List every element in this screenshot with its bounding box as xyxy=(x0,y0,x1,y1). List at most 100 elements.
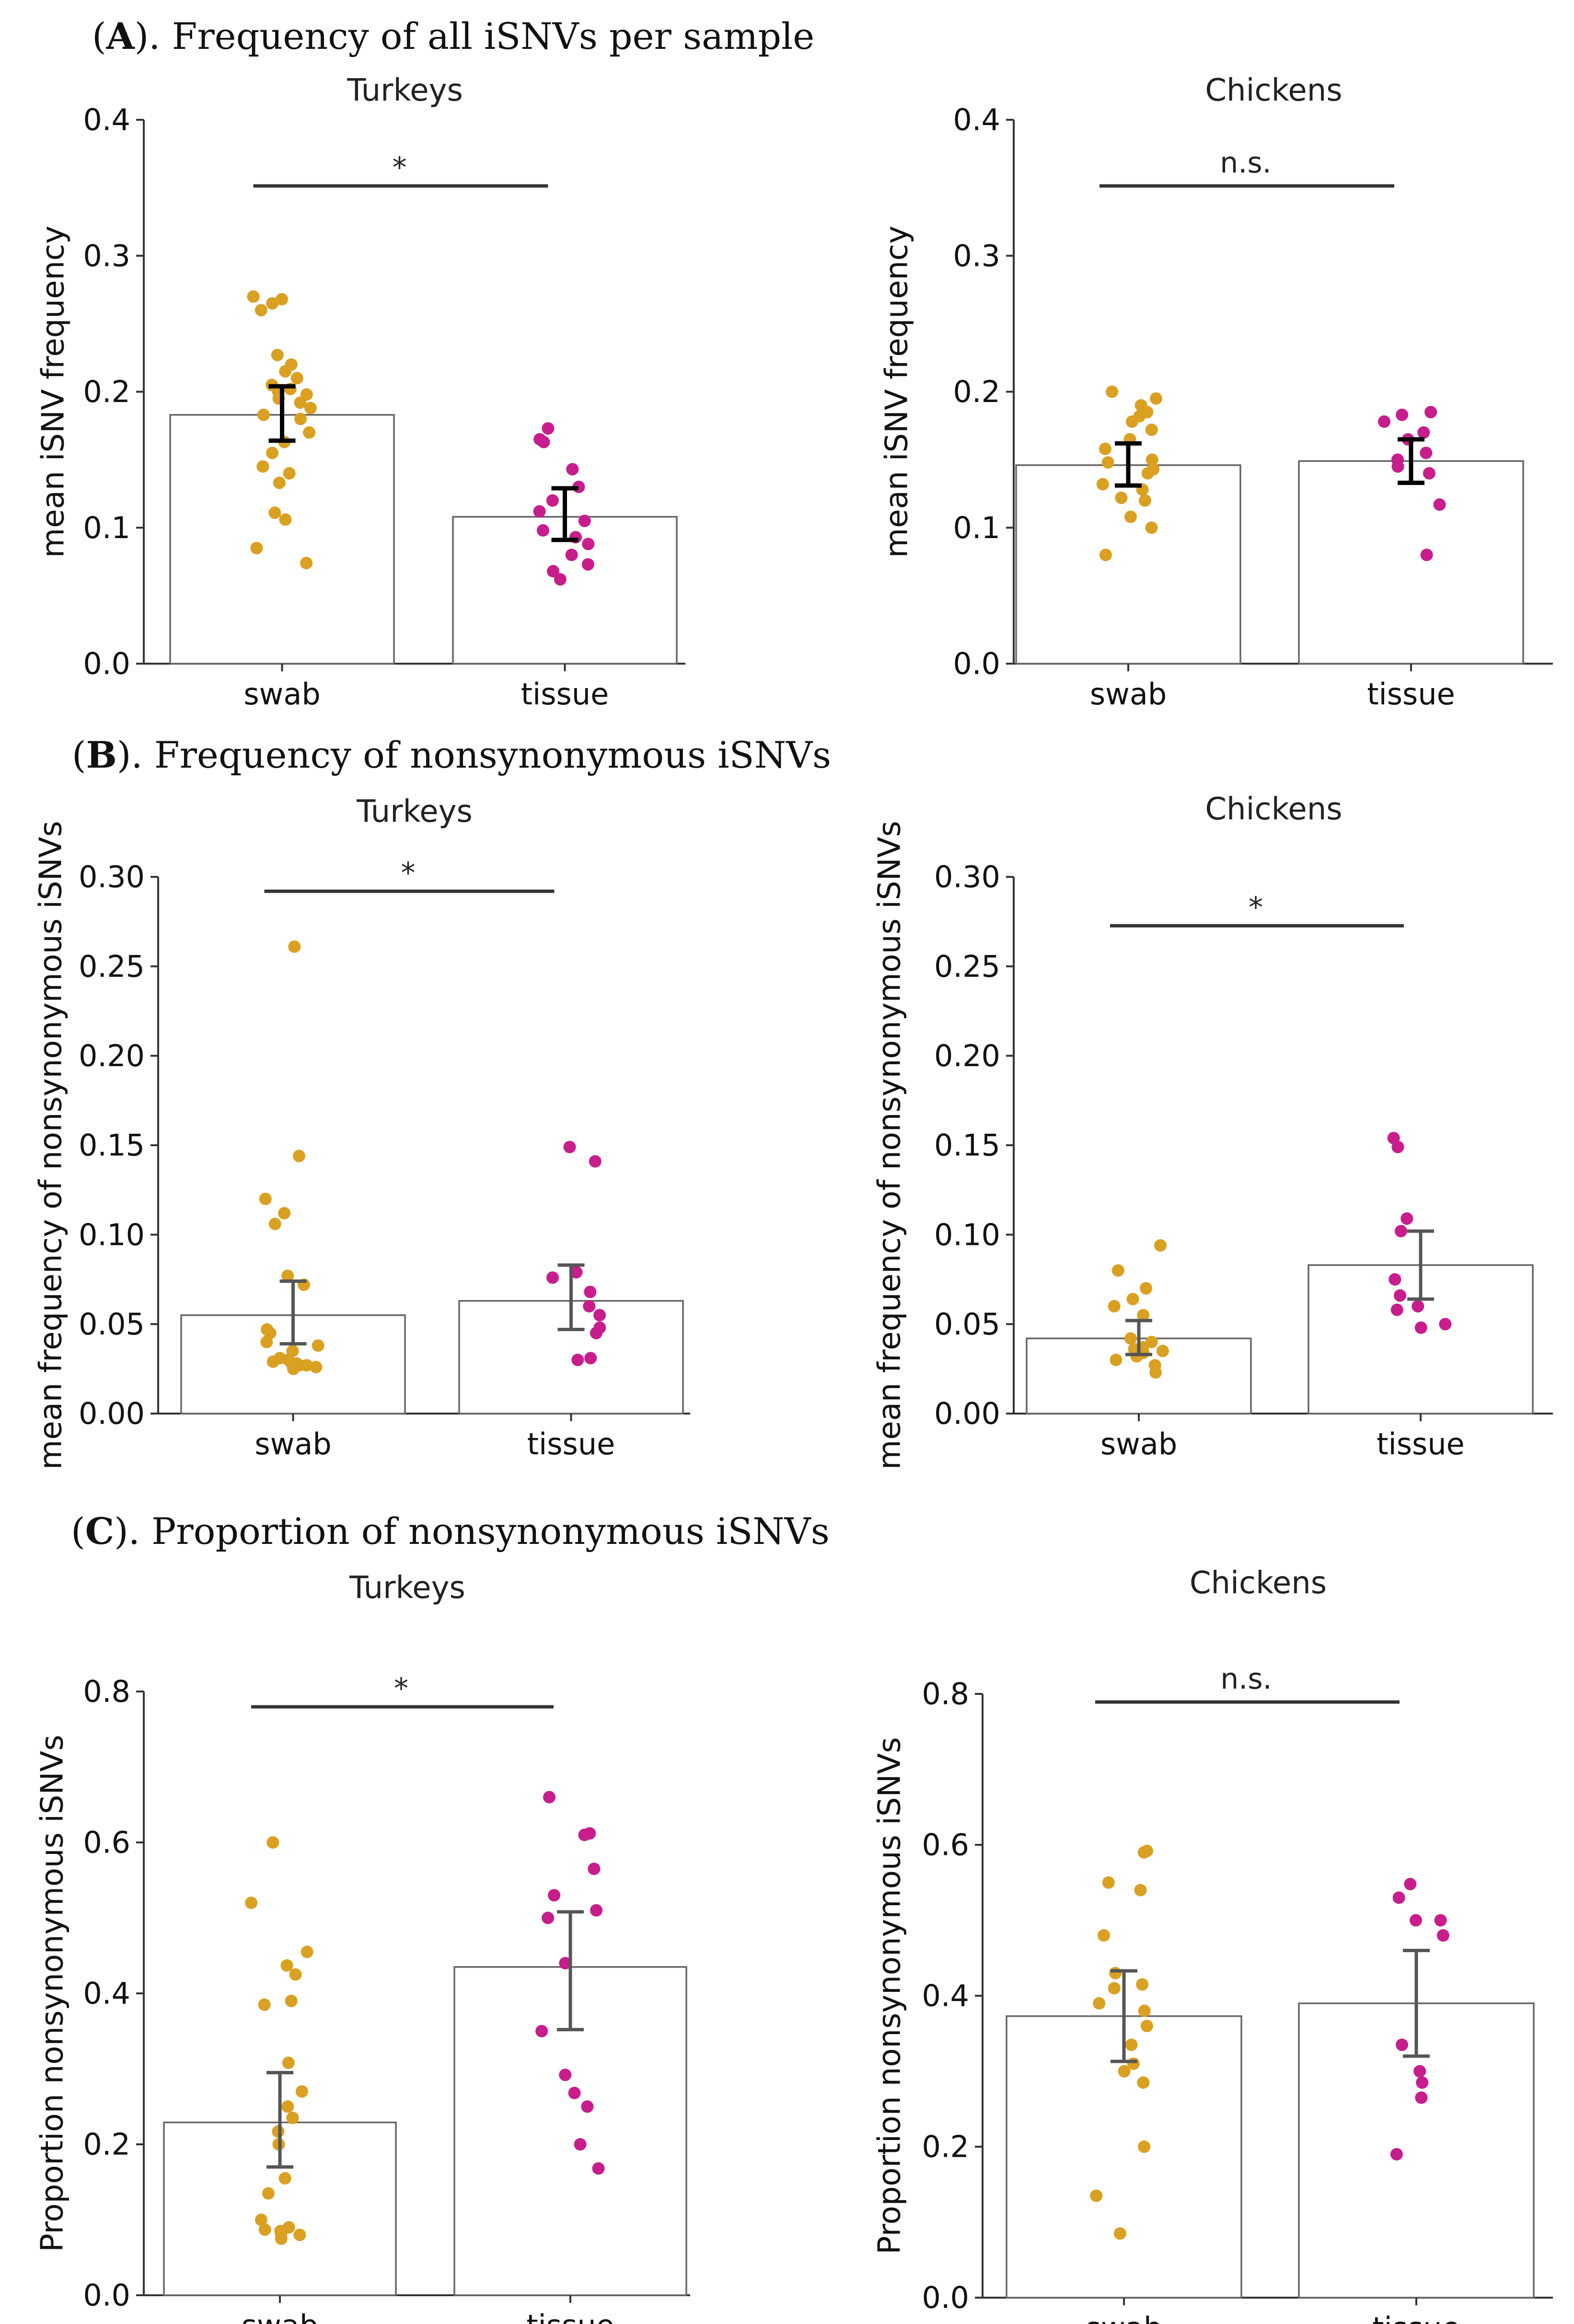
point-swab xyxy=(1101,456,1114,469)
point-tissue xyxy=(584,1286,597,1299)
point-swab xyxy=(292,1150,305,1162)
point-swab xyxy=(268,1218,281,1231)
y-tick-label: 0.10 xyxy=(934,1217,1000,1252)
x-tick-label-swab: swab xyxy=(1100,1427,1177,1461)
point-swab xyxy=(1140,2020,1153,2032)
point-swab xyxy=(295,2085,308,2098)
point-swab xyxy=(289,1968,302,1981)
point-tissue xyxy=(1410,1914,1423,1927)
y-tick-label: 0.15 xyxy=(79,1128,145,1163)
point-tissue xyxy=(1415,2091,1428,2104)
point-swab xyxy=(255,2213,267,2226)
point-swab xyxy=(303,426,316,439)
y-tick-label: 0.00 xyxy=(79,1396,145,1431)
point-swab xyxy=(1106,385,1119,398)
point-swab xyxy=(1137,1309,1150,1322)
point-tissue xyxy=(588,1863,601,1875)
point-swab xyxy=(1110,1354,1123,1366)
point-swab xyxy=(1090,2189,1103,2202)
chart-title: Turkeys xyxy=(356,794,473,829)
point-swab xyxy=(262,2187,275,2200)
point-tissue xyxy=(546,1271,559,1284)
y-tick-label: 0.8 xyxy=(922,1677,969,1712)
point-tissue xyxy=(571,1354,584,1366)
y-tick-label: 0.00 xyxy=(934,1396,1000,1431)
point-tissue xyxy=(1417,426,1430,439)
chart-a-chickens: Chickens mean iSNV frequency 0.0 0.1 0.2 0.3 0… xyxy=(879,73,1553,712)
point-tissue xyxy=(1423,467,1435,480)
point-swab xyxy=(278,1207,291,1220)
point-tissue xyxy=(583,1300,596,1312)
point-swab xyxy=(1140,1282,1153,1295)
point-swab xyxy=(1147,463,1160,476)
point-swab xyxy=(1124,1332,1137,1345)
y-axis-label: mean iSNV frequency xyxy=(879,226,914,558)
point-swab xyxy=(247,290,260,303)
x-tick-label-tissue: tissue xyxy=(1372,2311,1460,2324)
point-tissue xyxy=(1416,2076,1429,2089)
point-tissue xyxy=(1414,1321,1427,1334)
point-tissue xyxy=(568,2086,581,2099)
y-tick-label: 0.4 xyxy=(83,103,130,138)
y-tick-label: 0.1 xyxy=(83,510,130,545)
point-swab xyxy=(1141,1844,1154,1857)
point-tissue xyxy=(559,2069,572,2082)
point-swab xyxy=(281,2100,294,2113)
point-swab xyxy=(1113,2227,1126,2240)
point-tissue xyxy=(554,573,567,586)
point-swab xyxy=(271,348,284,361)
y-tick-label: 0.15 xyxy=(934,1128,1000,1163)
significance-label: n.s. xyxy=(1220,146,1271,180)
point-tissue xyxy=(590,1904,603,1917)
point-swab xyxy=(1138,2140,1151,2153)
point-swab xyxy=(1109,1967,1122,1979)
point-swab xyxy=(282,2056,295,2069)
point-tissue xyxy=(593,1309,606,1322)
point-tissue xyxy=(1404,1877,1417,1890)
point-swab xyxy=(1126,1293,1139,1306)
point-swab xyxy=(268,506,281,519)
point-swab xyxy=(280,1959,293,1972)
point-tissue xyxy=(1387,1132,1400,1145)
significance-label: n.s. xyxy=(1220,1662,1272,1696)
point-tissue xyxy=(533,433,546,446)
point-swab xyxy=(1124,510,1137,523)
point-swab xyxy=(1154,1239,1167,1252)
point-swab xyxy=(304,402,317,414)
point-tissue xyxy=(589,1155,602,1168)
y-axis-label: Proportion nonsynonymous iSNVs xyxy=(35,1735,70,2252)
point-swab xyxy=(300,388,313,401)
point-swab xyxy=(1093,1997,1106,2010)
y-tick-label: 0.30 xyxy=(934,860,1000,895)
point-swab xyxy=(273,476,286,489)
bar-swab xyxy=(1015,464,1241,665)
point-tissue xyxy=(582,538,595,551)
section-text-a: ). Frequency of all iSNVs per sample xyxy=(135,15,815,58)
x-tick-label-tissue: tissue xyxy=(527,1427,615,1461)
section-title-c: (C). Proportion of nonsynonymous iSNVs xyxy=(71,1510,830,1553)
y-axis-label: mean frequency of nonsynonymous iSNVs xyxy=(33,821,69,1470)
point-swab xyxy=(288,940,301,953)
point-tissue xyxy=(1396,408,1409,421)
section-text-b: ). Frequency of nonsynonymous iSNVs xyxy=(117,734,831,776)
y-tick-label: 0.6 xyxy=(83,1825,130,1860)
point-swab xyxy=(245,1897,258,1909)
y-tick-label: 0.3 xyxy=(83,238,130,273)
point-swab xyxy=(1145,1335,1158,1348)
point-swab xyxy=(255,304,267,317)
point-tissue xyxy=(1390,1303,1403,1316)
point-swab xyxy=(259,1193,272,1205)
point-swab xyxy=(1099,442,1111,455)
y-tick-label: 0.8 xyxy=(83,1674,130,1709)
bar-tissue xyxy=(1298,460,1524,665)
point-tissue xyxy=(1392,1891,1405,1904)
point-tissue xyxy=(581,2100,594,2113)
chart-title: Chickens xyxy=(1205,792,1342,827)
point-swab xyxy=(1099,549,1112,561)
y-tick-label: 0.2 xyxy=(922,2129,969,2164)
point-swab xyxy=(1108,1982,1121,1995)
point-swab xyxy=(310,1360,323,1373)
point-tissue xyxy=(1433,498,1446,511)
point-tissue xyxy=(1400,1212,1413,1225)
